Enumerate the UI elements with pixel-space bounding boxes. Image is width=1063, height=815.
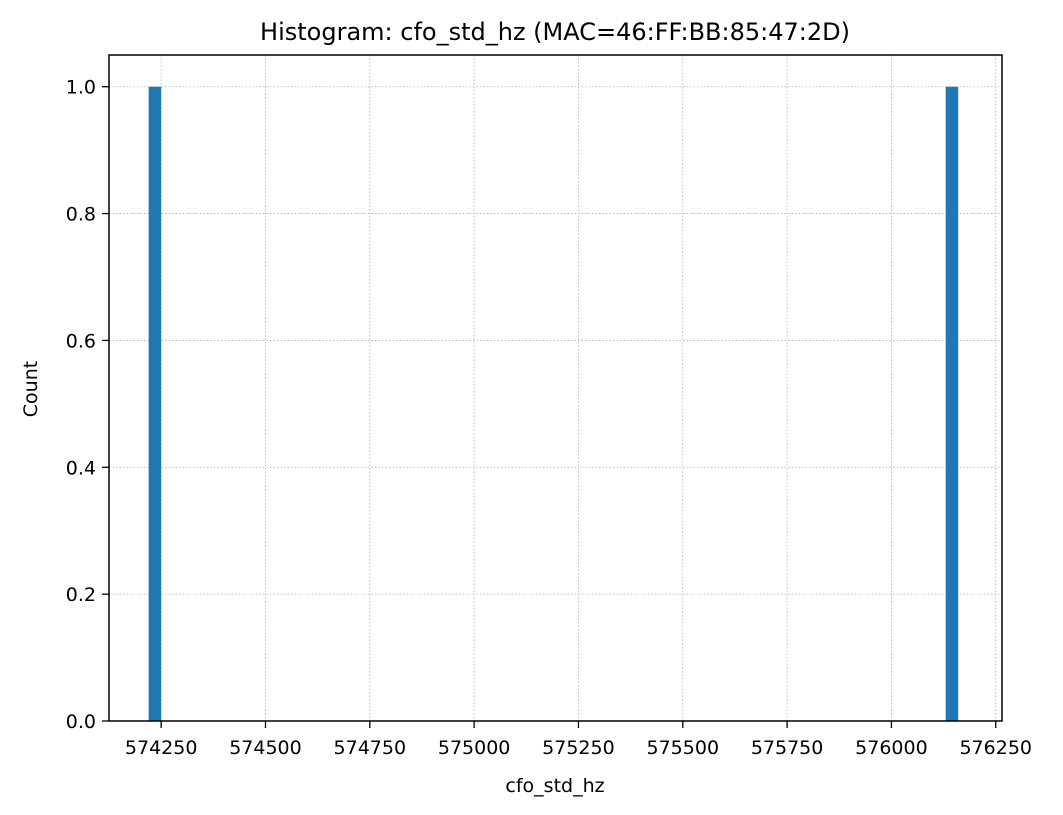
bars: [148, 86, 959, 721]
histogram-bar: [148, 86, 162, 721]
y-axis-label: Count: [20, 361, 42, 417]
y-axis-ticks: 0.0 0.2 0.4 0.6 0.8 1.0: [66, 77, 109, 733]
y-tick-label: 1.0: [66, 77, 96, 99]
y-tick-label: 0.8: [66, 204, 96, 226]
y-tick-label: 0.0: [66, 711, 96, 733]
x-tick-label: 574750: [334, 737, 407, 759]
x-tick-label: 576000: [855, 737, 928, 759]
x-tick-label: 574250: [125, 737, 198, 759]
x-tick-label: 575500: [647, 737, 720, 759]
x-tick-label: 575750: [751, 737, 824, 759]
plot-frame: [108, 54, 1003, 722]
y-tick-label: 0.6: [66, 330, 96, 352]
y-tick-label: 0.2: [66, 584, 96, 606]
x-tick-label: 576250: [959, 737, 1032, 759]
y-tick-label: 0.4: [66, 457, 96, 479]
grid-lines: [109, 55, 1002, 722]
x-tick-label: 574500: [229, 737, 302, 759]
x-axis-ticks: 574250 574500 574750 575000 575250 575500 5757…: [125, 721, 1032, 759]
chart-title: Histogram: cfo_std_hz (MAC=46:FF:BB:85:4…: [260, 18, 850, 46]
x-tick-label: 575000: [438, 737, 511, 759]
histogram-bar: [945, 86, 959, 721]
x-tick-label: 575250: [542, 737, 615, 759]
x-axis-label: cfo_std_hz: [505, 775, 604, 797]
